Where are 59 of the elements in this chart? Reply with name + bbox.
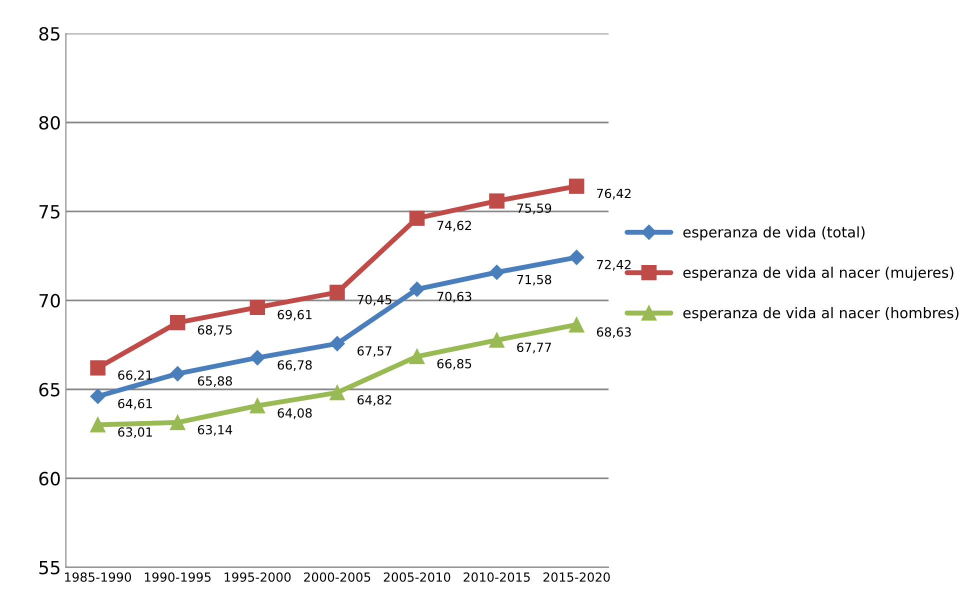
point <box>489 193 504 209</box>
point <box>90 360 106 376</box>
data-label: 63,14 <box>198 424 232 436</box>
data-label: 70,45 <box>358 294 392 306</box>
y-tick-label: 70 <box>40 294 60 308</box>
data-label: 75,59 <box>517 203 552 214</box>
point <box>568 317 584 332</box>
point <box>569 250 584 265</box>
point <box>170 366 186 382</box>
data-label: 67,57 <box>358 346 392 357</box>
legend-label: esperanza de vida (total) <box>683 226 865 240</box>
x-tick-label: 2015-2020 <box>543 572 610 582</box>
data-label: 63,01 <box>118 427 152 438</box>
point <box>568 178 584 194</box>
x-tick-label: 1985-1990 <box>65 572 132 582</box>
point <box>90 417 106 432</box>
data-label: 67,77 <box>517 342 551 354</box>
y-tick-label: 75 <box>40 205 60 219</box>
data-label: 71,58 <box>517 274 552 286</box>
x-tick-label: 1995-2000 <box>224 572 291 582</box>
point <box>250 398 266 414</box>
x-tick-label: 2010-2015 <box>464 572 530 582</box>
point <box>250 300 266 316</box>
data-label: 66,78 <box>278 360 312 371</box>
y-tick-label: 85 <box>39 27 60 41</box>
y-tick-label: 65 <box>39 382 60 396</box>
point <box>250 350 265 366</box>
data-label: 74,62 <box>437 220 471 232</box>
x-tick-label: 2000-2005 <box>304 572 370 582</box>
point <box>409 348 425 364</box>
data-label: 70,63 <box>437 292 472 302</box>
y-tick-label: 80 <box>39 116 60 130</box>
x-tick-label: 1990-1995 <box>144 572 211 582</box>
data-label: 64,82 <box>358 395 392 406</box>
data-label: 76,42 <box>597 188 631 200</box>
data-label: 64,61 <box>118 398 152 410</box>
point <box>170 414 186 430</box>
point <box>330 384 345 400</box>
legend-label: esperanza de vida al nacer (mujeres) <box>683 266 954 281</box>
point <box>489 332 504 348</box>
x-tick-label: 2005-2010 <box>384 572 450 582</box>
point <box>489 264 504 280</box>
point <box>330 284 345 300</box>
y-tick-label: 60 <box>39 472 60 486</box>
data-label: 66,21 <box>118 370 152 382</box>
data-label: 66,85 <box>437 358 472 370</box>
point <box>90 388 106 404</box>
data-label: 64,08 <box>278 408 312 419</box>
data-label: 68,63 <box>596 327 631 338</box>
data-label: 65,88 <box>198 376 232 387</box>
point <box>409 210 425 226</box>
data-label: 68,75 <box>198 325 232 336</box>
data-label: 72,42 <box>597 260 631 271</box>
data-label: 69,61 <box>278 310 312 321</box>
y-tick-label: 55 <box>39 560 60 574</box>
point <box>330 336 345 352</box>
legend-label: esperanza de vida al nacer (hombres) <box>683 307 958 322</box>
point <box>409 282 425 297</box>
point <box>170 315 186 330</box>
